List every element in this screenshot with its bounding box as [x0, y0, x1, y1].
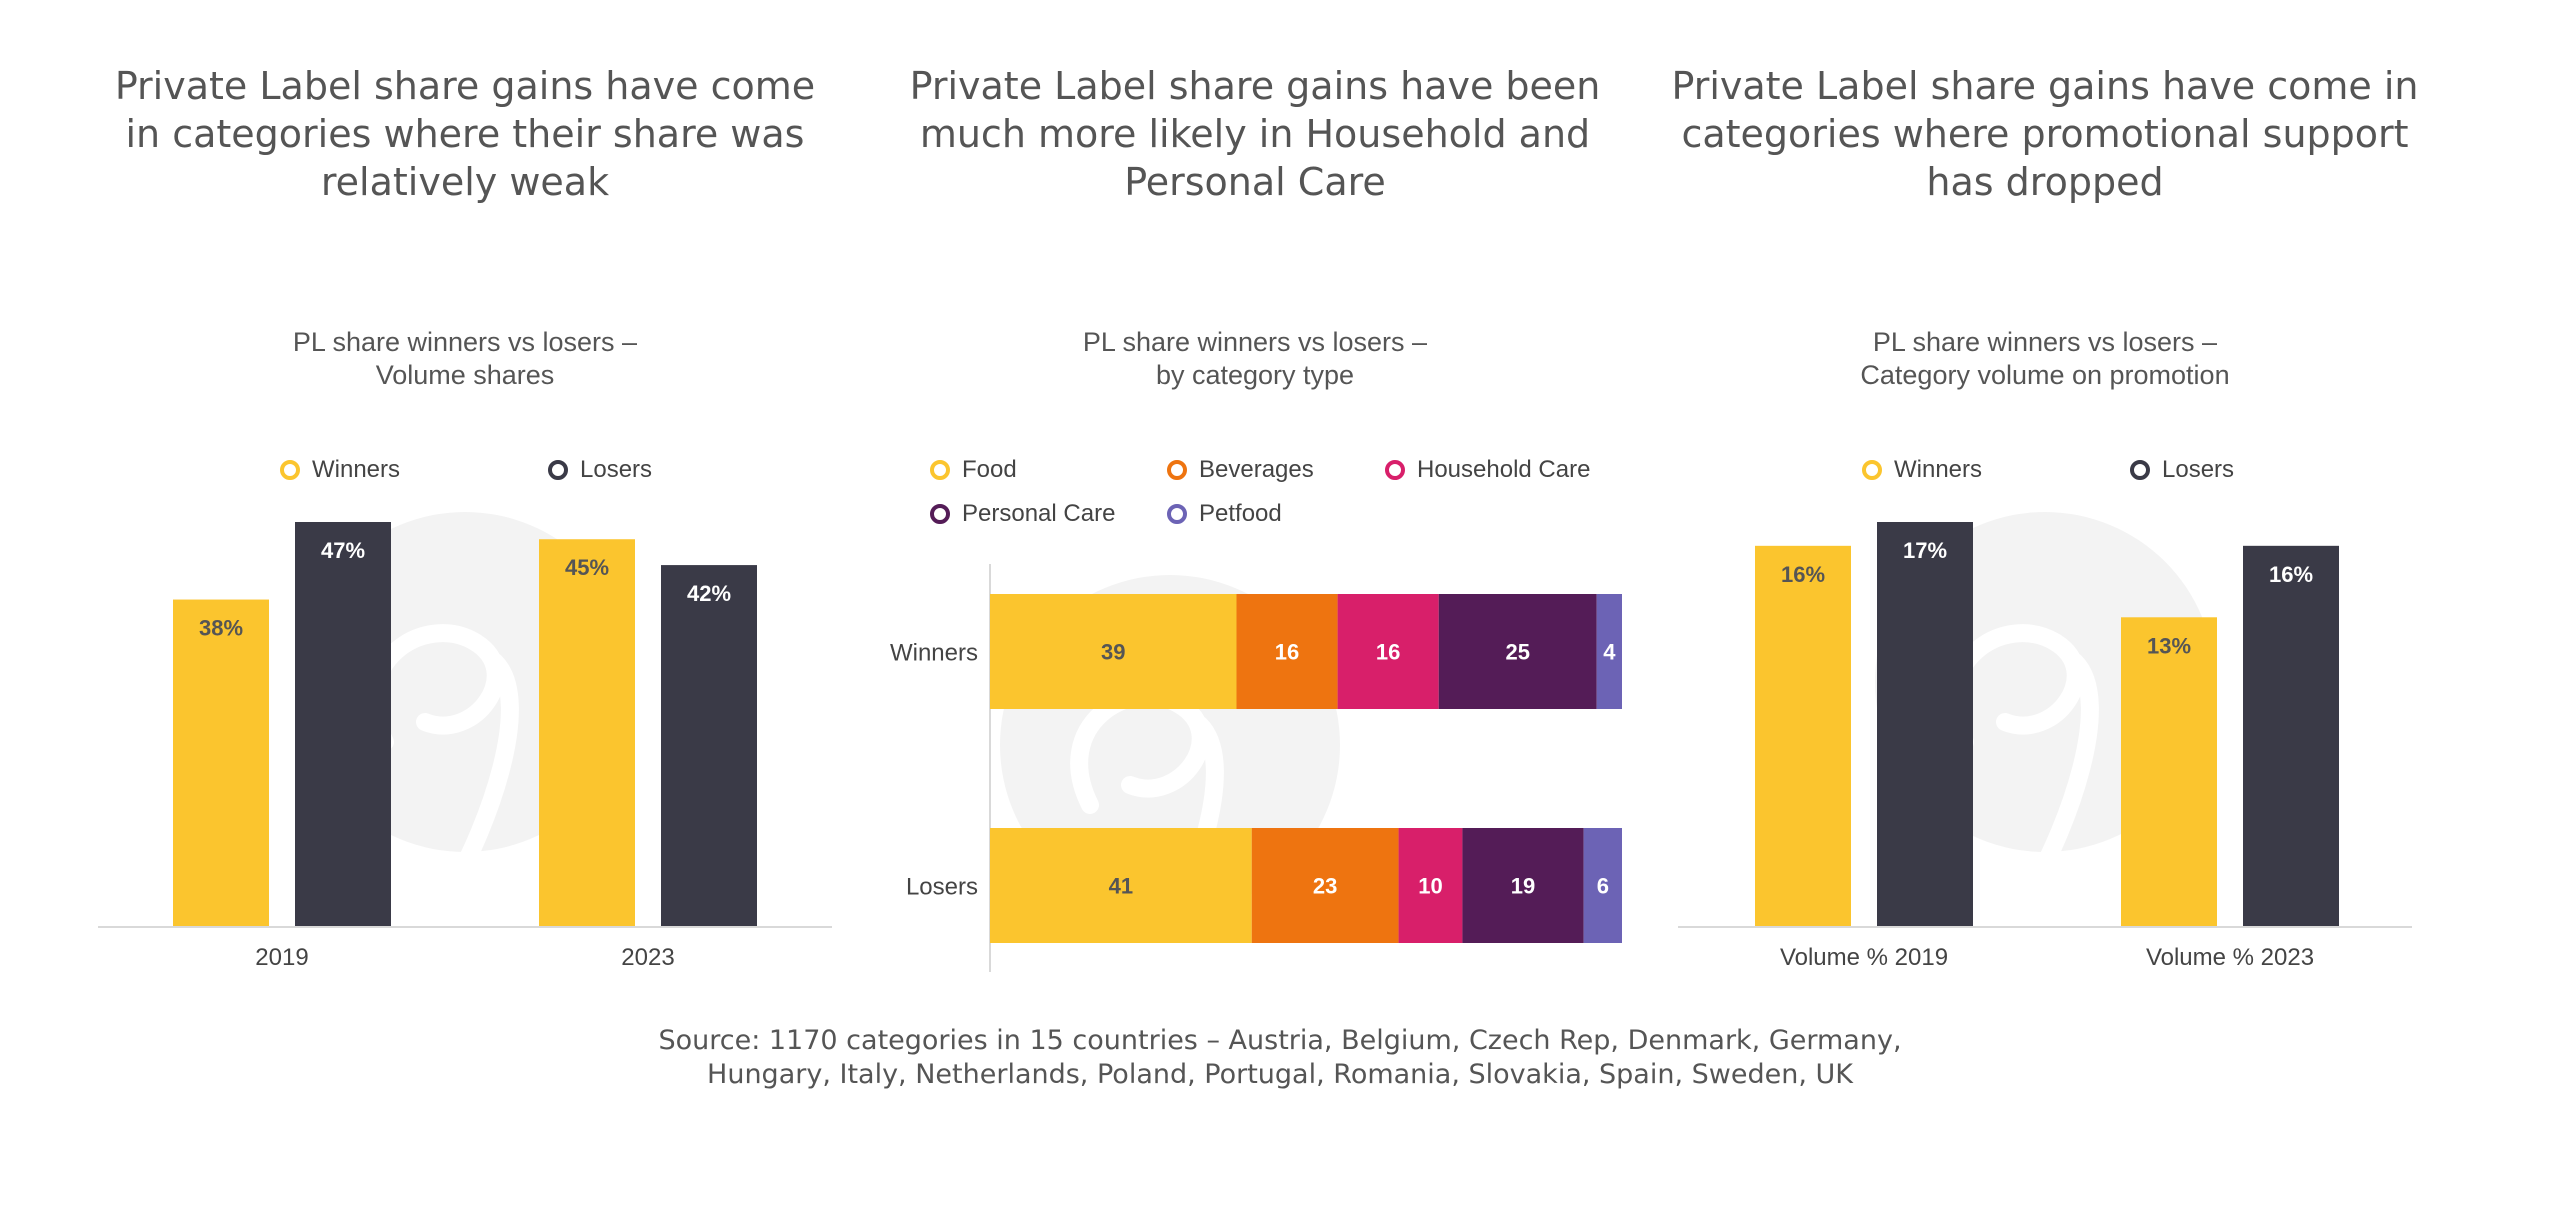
- legend-item-winners: Winners: [280, 456, 400, 484]
- data-label: 23: [1313, 874, 1337, 899]
- bar-losers-2019: [295, 522, 391, 927]
- legend-label: Beverages: [1199, 456, 1314, 483]
- bar-winners-2019: [173, 599, 269, 927]
- data-label: 13%: [2147, 633, 2191, 658]
- data-label: 16%: [2269, 562, 2313, 587]
- data-label: 39: [1101, 640, 1125, 665]
- data-label: 45%: [565, 555, 609, 580]
- legend-item-petfood: Petfood: [1167, 500, 1282, 528]
- legend-label: Food: [962, 456, 1017, 483]
- bar-segment-petfood-winners: [1596, 594, 1622, 709]
- legend-item-household-care: Household Care: [1385, 456, 1590, 484]
- bar-segment-personal-care-losers: [1462, 828, 1584, 943]
- legend-marker-household-care: [1385, 460, 1405, 480]
- chart-panel-category-type: Private Label share gains have been much…: [870, 0, 1640, 1227]
- panel-heading: Private Label share gains have come in c…: [114, 64, 816, 204]
- chart-panel-promotion: Private Label share gains have come in c…: [1660, 0, 2430, 1227]
- bar-segment-petfood-losers: [1583, 828, 1622, 943]
- panel-heading: Private Label share gains have come in c…: [1671, 64, 2419, 204]
- data-label: 47%: [321, 538, 365, 563]
- legend-marker-personal-care: [930, 504, 950, 524]
- plot-area: 38% 47% 2019 45% 42% 2023: [98, 512, 832, 971]
- bar-segment-beverages-winners: [1236, 594, 1338, 709]
- bar-segment-household-care-winners: [1337, 594, 1439, 709]
- x-tick-label: 2019: [255, 944, 308, 971]
- y-tick-label: Winners: [890, 640, 978, 667]
- plot-area: 39 16 16 25 4 Winners 41 23 10 19 6 Losers: [890, 564, 1622, 972]
- legend-label: Personal Care: [962, 500, 1116, 527]
- chart-panel-volume-shares: Private Label share gains have come in c…: [80, 0, 850, 1227]
- legend-marker-beverages: [1167, 460, 1187, 480]
- bar-winners-2023: [539, 539, 635, 927]
- bar-losers-volume-2019: [1877, 522, 1973, 927]
- x-tick-label: 2023: [621, 944, 674, 971]
- legend-marker-food: [930, 460, 950, 480]
- legend-item-food: Food: [930, 456, 1017, 484]
- bar-segment-food-losers: [990, 828, 1252, 943]
- legend-item-winners: Winners: [1862, 456, 1982, 484]
- legend-marker-losers: [548, 460, 568, 480]
- data-label: 41: [1109, 874, 1133, 899]
- legend-label: Household Care: [1417, 456, 1591, 483]
- panel-heading: Private Label share gains have been much…: [909, 64, 1601, 204]
- x-tick-label: Volume % 2023: [2146, 944, 2314, 971]
- data-label: 16: [1376, 640, 1400, 665]
- legend-item-losers: Losers: [548, 456, 652, 484]
- bar-winners-volume-2019: [1755, 545, 1851, 927]
- legend-label: Petfood: [1199, 500, 1282, 527]
- legend-label: Losers: [580, 456, 653, 483]
- bar-losers-2023: [661, 565, 757, 927]
- data-label: 38%: [199, 616, 243, 641]
- chart-title: PL share winners vs losers – Category vo…: [1860, 327, 2230, 390]
- bar-segment-household-care-losers: [1398, 828, 1463, 943]
- legend-label: Winners: [1894, 456, 1983, 483]
- data-label: 6: [1597, 874, 1609, 899]
- legend-item-personal-care: Personal Care: [930, 500, 1115, 528]
- legend-item-beverages: Beverages: [1167, 456, 1314, 484]
- legend-marker-losers: [2130, 460, 2150, 480]
- data-label: 16%: [1781, 562, 1825, 587]
- bar-losers-volume-2023: [2243, 545, 2339, 927]
- data-label: 10: [1418, 874, 1442, 899]
- bar-segment-beverages-losers: [1251, 828, 1399, 943]
- legend-item-losers: Losers: [2130, 456, 2234, 484]
- legend-label: Losers: [2162, 456, 2235, 483]
- chart-title: PL share winners vs losers – by category…: [1082, 327, 1428, 390]
- legend-label: Winners: [312, 456, 401, 483]
- x-tick-label: Volume % 2019: [1780, 944, 1948, 971]
- data-label: 42%: [687, 581, 731, 606]
- data-label: 17%: [1903, 538, 1947, 563]
- legend-marker-winners: [1862, 460, 1882, 480]
- bar-segment-food-winners: [990, 594, 1237, 709]
- legend-marker-winners: [280, 460, 300, 480]
- chart-title: PL share winners vs losers – Volume shar…: [292, 327, 638, 390]
- data-label: 4: [1603, 640, 1616, 665]
- bar-winners-volume-2023: [2121, 617, 2217, 927]
- data-label: 16: [1275, 640, 1299, 665]
- data-label: 19: [1511, 874, 1535, 899]
- source-note: Source: 1170 categories in 15 countries …: [658, 1025, 1902, 1090]
- y-tick-label: Losers: [906, 874, 978, 901]
- plot-area: 16% 17% Volume % 2019 13% 16% Volume % 2023: [1678, 512, 2412, 971]
- legend-marker-petfood: [1167, 504, 1187, 524]
- data-label: 25: [1505, 640, 1529, 665]
- bar-segment-personal-care-winners: [1438, 594, 1597, 709]
